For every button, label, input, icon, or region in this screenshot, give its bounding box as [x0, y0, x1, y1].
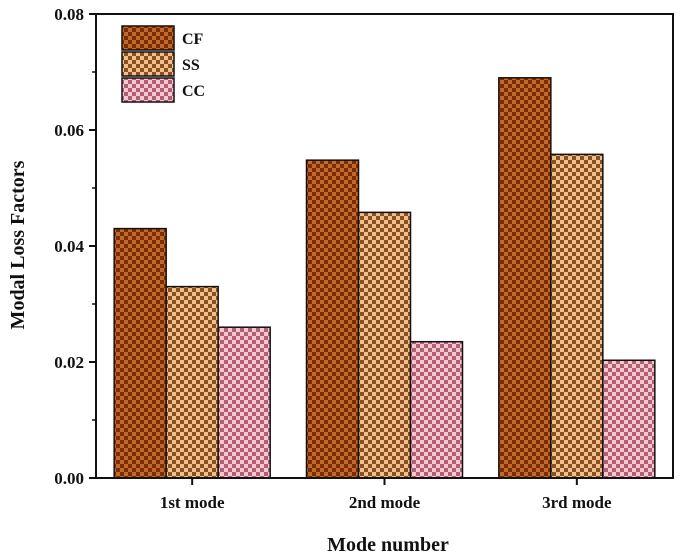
- x-tick-label: 2nd mode: [349, 493, 421, 512]
- bar-cc-1: [217, 326, 271, 479]
- y-tick-label: 0.04: [54, 237, 84, 256]
- y-tick-label: 0.02: [54, 353, 84, 372]
- legend: CF SS CC: [121, 25, 205, 103]
- bar-cf-2: [305, 159, 360, 479]
- y-tick-label: 0.08: [54, 5, 84, 24]
- legend-label-cf: CF: [182, 31, 204, 48]
- bar-cf-3: [498, 77, 552, 479]
- axes-group: 1st mode 2nd mode 3rd mode 0.00 0.02 0.04 0.06…: [54, 5, 674, 512]
- y-axis-title: Modal Loss Factors: [7, 160, 29, 329]
- y-tick-label: 0.06: [54, 121, 84, 140]
- bar-ss-1: [165, 285, 219, 479]
- legend-label-ss: SS: [182, 57, 200, 74]
- x-tick-label: 3rd mode: [542, 493, 612, 512]
- bar-cc-3: [602, 359, 656, 479]
- bar-ss-2: [357, 211, 412, 479]
- x-axis-title: Mode number: [327, 534, 449, 553]
- legend-swatch-ss: [121, 51, 175, 77]
- legend-label-cc: CC: [182, 83, 205, 100]
- legend-swatch-cc: [121, 77, 175, 103]
- bar-cc-2: [409, 340, 464, 479]
- y-tick-label: 0.00: [54, 469, 84, 488]
- bars-group: [113, 77, 656, 479]
- bar-ss-3: [550, 153, 604, 479]
- legend-swatch-cf: [121, 25, 175, 51]
- bar-cf-1: [113, 227, 167, 479]
- x-tick-label: 1st mode: [160, 493, 225, 512]
